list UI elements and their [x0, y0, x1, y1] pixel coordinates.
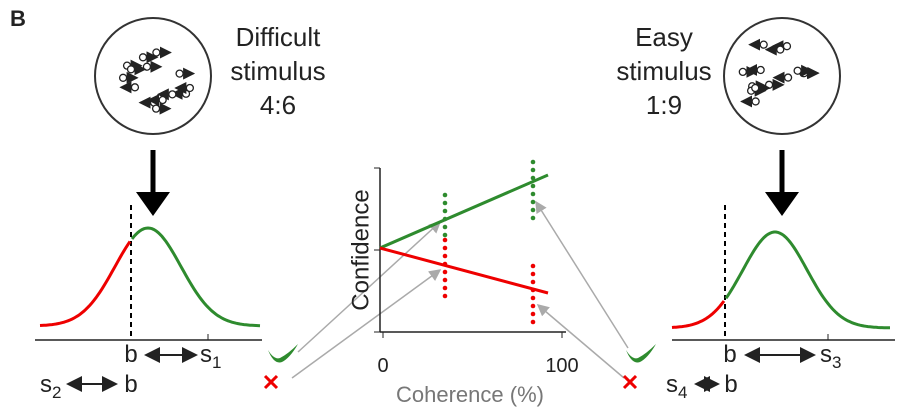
trial-dot	[531, 304, 536, 309]
dot	[128, 66, 135, 73]
trial-dot	[443, 217, 448, 222]
s-label: s3	[820, 341, 841, 372]
dot	[785, 74, 792, 81]
s-sub: 1	[212, 353, 221, 372]
stim-text: 1:9	[646, 90, 682, 120]
dot	[757, 66, 764, 73]
s-sub: 3	[832, 353, 841, 372]
arrow-head	[765, 192, 799, 216]
trial-dot	[531, 296, 536, 301]
trial-dot	[443, 233, 448, 238]
stim-text: stimulus	[230, 56, 325, 86]
check-mark	[626, 344, 656, 363]
trial-dot	[531, 192, 536, 197]
s-sub: 4	[678, 383, 687, 402]
b-label: b	[724, 371, 737, 398]
dot	[159, 97, 166, 104]
trial-dot	[531, 280, 536, 285]
trial-dot	[531, 320, 536, 325]
trial-dot	[443, 286, 448, 291]
dot	[131, 84, 138, 91]
s-base: s	[666, 371, 678, 398]
b-label: b	[124, 371, 137, 398]
trial-dot	[531, 176, 536, 181]
s-base: s	[820, 341, 832, 368]
trial-dot	[443, 246, 448, 251]
distribution-error	[40, 242, 130, 326]
trial-dot	[531, 216, 536, 221]
trial-dot	[531, 312, 536, 317]
distribution	[132, 228, 260, 326]
error-line	[380, 248, 548, 293]
dot	[783, 43, 790, 50]
trial-dot	[443, 270, 448, 275]
x-label: Coherence (%)	[396, 382, 544, 407]
trial-dot	[531, 168, 536, 173]
stimulus-disk	[95, 18, 211, 134]
figure: B Difficult stimulus 4:6 b s1 s2 b 0100 …	[0, 0, 897, 412]
trial-dot	[443, 278, 448, 283]
trial-dots	[443, 160, 536, 325]
arrow-head	[136, 192, 170, 216]
dot	[760, 41, 767, 48]
trial-dot	[531, 208, 536, 213]
trial-dot	[443, 193, 448, 198]
trial-dot	[531, 288, 536, 293]
trial-dot	[443, 209, 448, 214]
dot	[752, 98, 759, 105]
trial-dot	[443, 294, 448, 299]
b-label: b	[723, 341, 736, 368]
dot	[176, 70, 183, 77]
s-base: s	[200, 341, 212, 368]
trial-dot	[531, 264, 536, 269]
dot	[140, 54, 147, 61]
dot	[794, 67, 801, 74]
panel-label: B	[10, 6, 26, 31]
trial-dot	[443, 254, 448, 259]
s-sub: 2	[52, 383, 61, 402]
x-tick-label: 0	[377, 355, 388, 377]
stim-text: Easy	[635, 22, 693, 52]
trial-dot	[531, 272, 536, 277]
y-label: Confidence	[347, 189, 374, 310]
dot	[153, 49, 160, 56]
check-mark	[268, 344, 298, 363]
center-chart: 0 100	[377, 332, 578, 377]
dot	[739, 68, 746, 75]
trial-dot	[531, 160, 536, 165]
dot	[777, 46, 784, 53]
correct-line	[380, 175, 548, 248]
s-label: s4	[666, 371, 687, 402]
dot	[752, 85, 759, 92]
cross-mark	[265, 376, 277, 388]
dot	[186, 84, 193, 91]
dot	[120, 74, 127, 81]
trial-dot	[443, 201, 448, 206]
trial-dot	[531, 184, 536, 189]
trial-dot	[531, 200, 536, 205]
x-tick-label: 100	[545, 355, 578, 377]
dot	[169, 91, 176, 98]
trial-dot	[443, 225, 448, 230]
cross-mark	[624, 376, 636, 388]
s-label: s2	[40, 371, 61, 402]
distribution-error	[672, 301, 724, 328]
trial-dot	[443, 262, 448, 267]
s-label: s1	[200, 341, 221, 372]
trial-dot	[443, 238, 448, 243]
stimulus-disk	[724, 18, 840, 134]
distribution	[726, 232, 890, 328]
stim-text: 4:6	[260, 90, 296, 120]
gray-arrows	[292, 202, 628, 378]
s-base: s	[40, 371, 52, 398]
dot	[153, 105, 160, 112]
b-label: b	[124, 341, 137, 368]
stim-text: Difficult	[236, 22, 322, 52]
stim-text: stimulus	[616, 56, 711, 86]
